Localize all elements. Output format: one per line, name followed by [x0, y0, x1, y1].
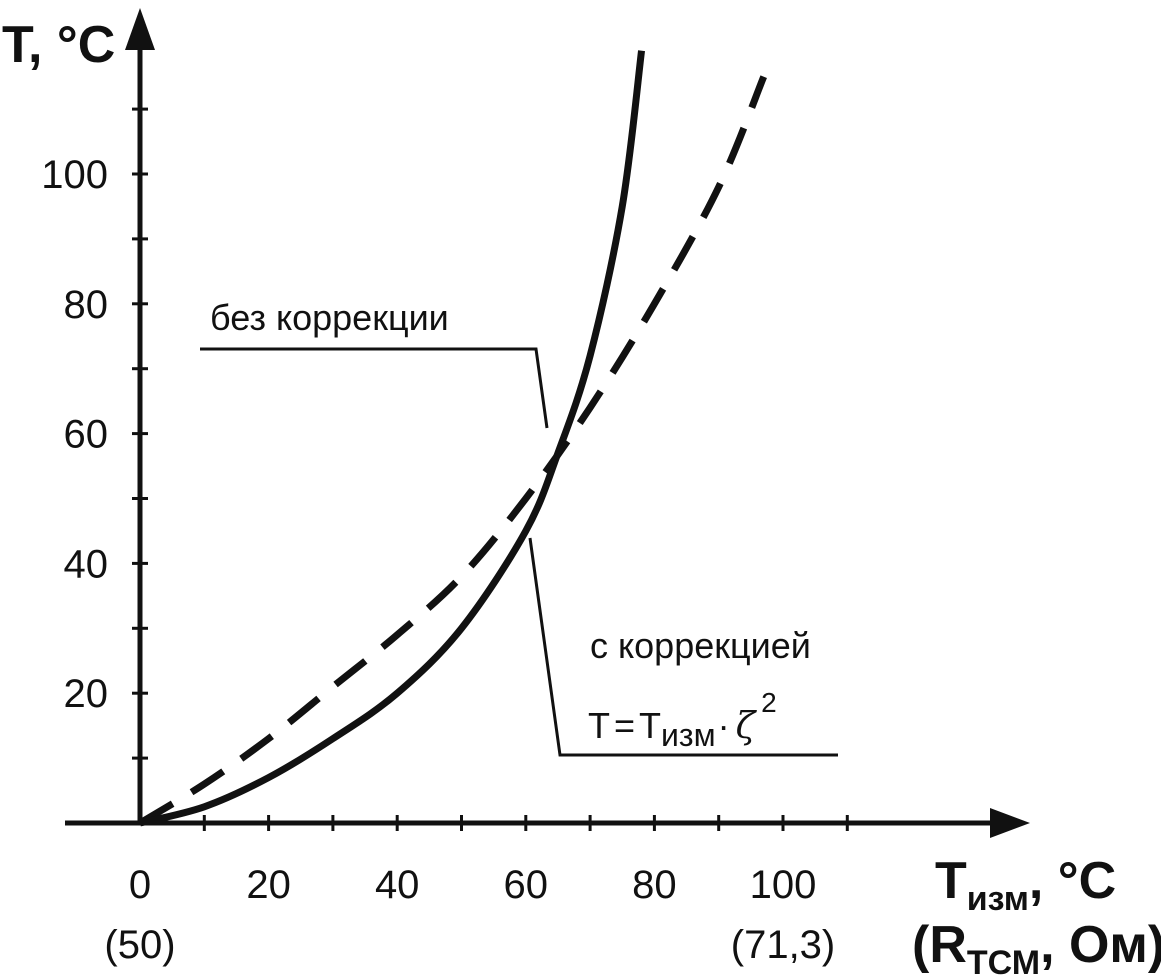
y-tick-label: 40 [64, 542, 109, 586]
x-tick-label-secondary: (50) [104, 923, 175, 967]
y-axis-arrow [125, 8, 155, 50]
y-tick-labels: 20 40 60 80 100 [41, 153, 108, 716]
x-axis-arrow [990, 808, 1030, 838]
y-tick-label: 60 [64, 413, 109, 457]
x-tick-labels-secondary: (50) (71,3) [104, 923, 835, 967]
annotation-no-correction: без коррекции [210, 297, 449, 338]
x-tick-label: 100 [750, 863, 817, 907]
plot-series [138, 50, 767, 827]
y-tick-label: 20 [64, 672, 109, 716]
annotation-with-correction: с коррекцией [590, 625, 811, 666]
x-tick-label: 80 [632, 863, 677, 907]
x-tick-label: 20 [246, 863, 291, 907]
y-tick-label: 80 [64, 283, 109, 327]
series-dashed-line [138, 75, 767, 826]
x-tick-label: 40 [375, 863, 420, 907]
formula: T = Tизм· ζ2 [588, 687, 777, 753]
x-tick-label-secondary: (71,3) [731, 923, 836, 967]
leader-with-correction [528, 537, 838, 757]
x-axis-title-secondary: (RТСМ, Ом) [912, 916, 1161, 980]
x-tick-label: 0 [129, 863, 151, 907]
y-tick-label: 100 [41, 153, 108, 197]
y-axis-title: T, °C [2, 16, 115, 74]
x-tick-labels: 0 20 40 60 80 100 [129, 863, 817, 907]
leader-no-correction [200, 347, 549, 429]
x-axis-title: Tизм, °C [935, 852, 1116, 918]
series-solid-line [139, 50, 646, 827]
x-tick-label: 60 [504, 863, 549, 907]
